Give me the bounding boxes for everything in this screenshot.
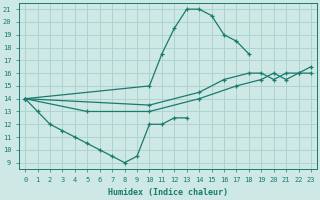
X-axis label: Humidex (Indice chaleur): Humidex (Indice chaleur) [108, 188, 228, 197]
